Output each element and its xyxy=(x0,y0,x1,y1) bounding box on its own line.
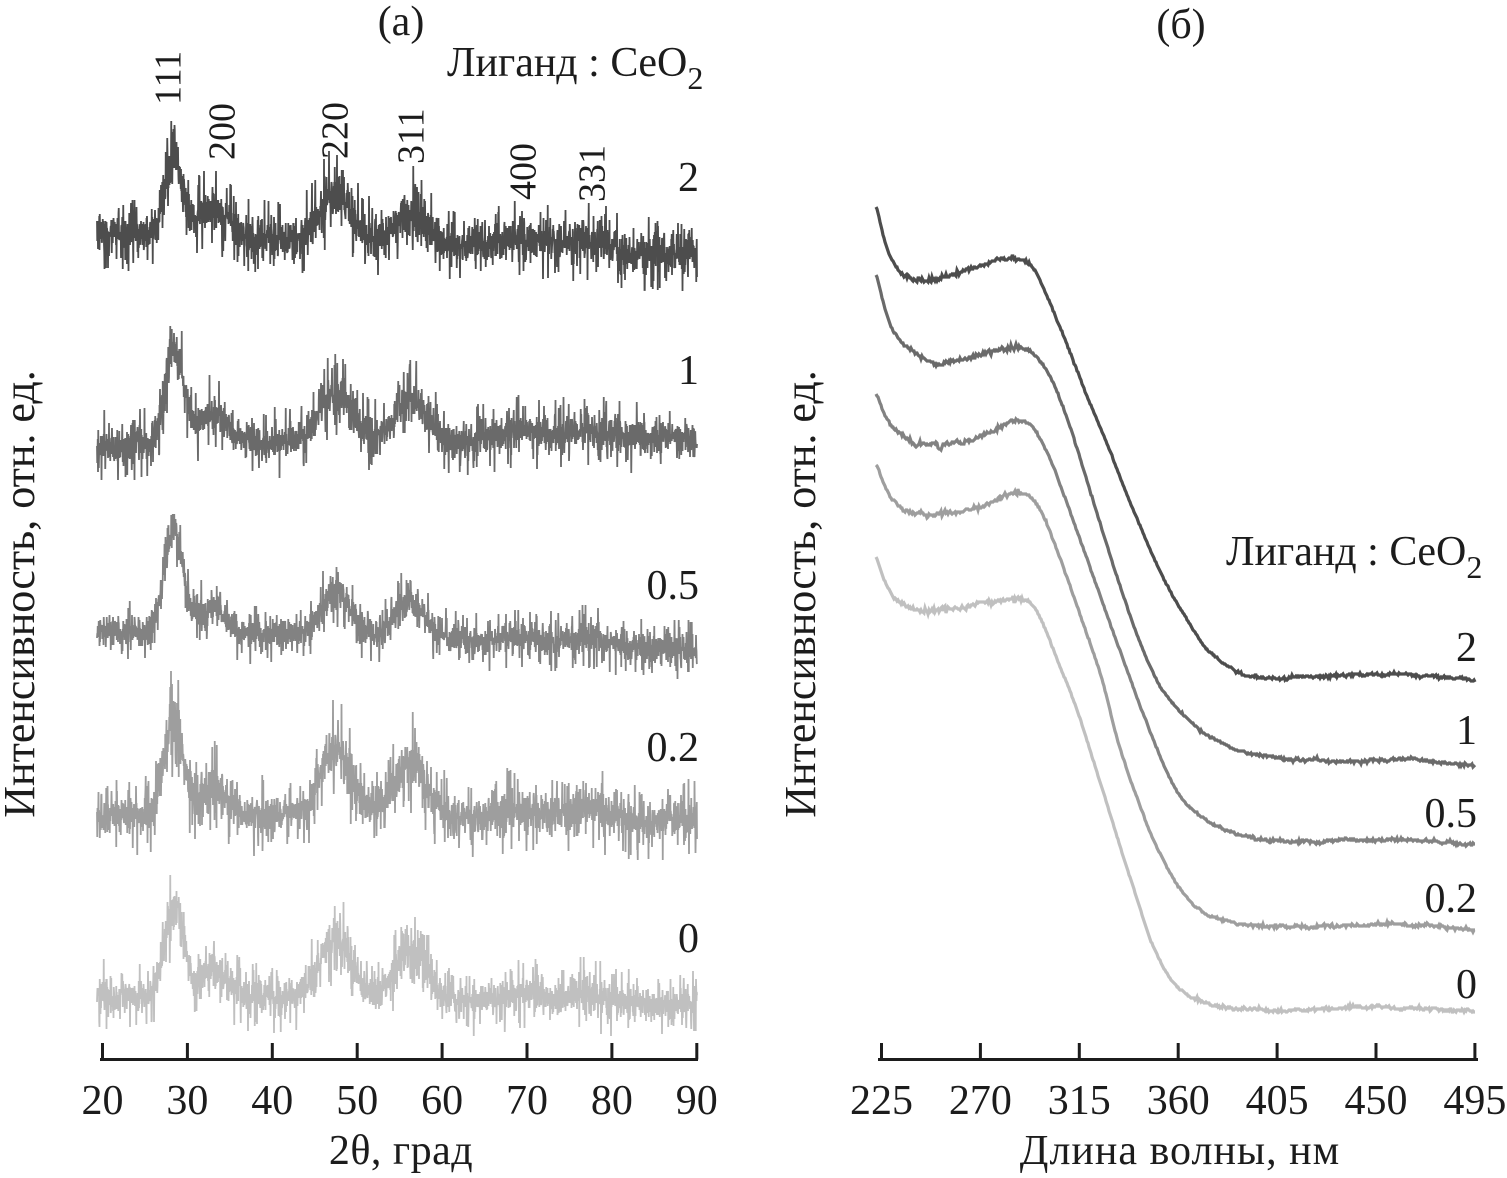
svg-text:50: 50 xyxy=(336,1078,378,1124)
svg-text:60: 60 xyxy=(421,1078,463,1124)
svg-text:225: 225 xyxy=(850,1078,913,1124)
svg-text:315: 315 xyxy=(1048,1078,1111,1124)
svg-text:405: 405 xyxy=(1246,1078,1309,1124)
svg-text:0.5: 0.5 xyxy=(1425,791,1478,837)
svg-text:2: 2 xyxy=(1456,625,1477,671)
svg-text:0.5: 0.5 xyxy=(647,563,700,609)
svg-text:111: 111 xyxy=(148,51,190,105)
svg-text:20: 20 xyxy=(82,1078,124,1124)
svg-text:2θ, град: 2θ, град xyxy=(329,1128,473,1174)
svg-text:1: 1 xyxy=(1456,708,1477,754)
svg-text:0.2: 0.2 xyxy=(647,725,700,771)
svg-text:0: 0 xyxy=(678,916,699,962)
svg-text:331: 331 xyxy=(572,145,614,202)
svg-text:495: 495 xyxy=(1443,1078,1506,1124)
svg-text:80: 80 xyxy=(591,1078,633,1124)
svg-text:2: 2 xyxy=(678,155,699,201)
svg-text:Интенсивность, отн. ед.: Интенсивность, отн. ед. xyxy=(0,370,44,817)
svg-text:311: 311 xyxy=(391,108,433,164)
svg-text:0: 0 xyxy=(1456,962,1477,1008)
svg-text:200: 200 xyxy=(202,103,244,160)
svg-text:70: 70 xyxy=(506,1078,548,1124)
svg-text:30: 30 xyxy=(166,1078,208,1124)
svg-text:(a): (a) xyxy=(378,0,425,45)
svg-text:40: 40 xyxy=(251,1078,293,1124)
svg-text:90: 90 xyxy=(676,1078,718,1124)
svg-text:220: 220 xyxy=(315,102,357,159)
svg-text:360: 360 xyxy=(1147,1078,1210,1124)
svg-text:400: 400 xyxy=(503,143,545,200)
svg-text:0.2: 0.2 xyxy=(1425,876,1478,922)
svg-text:1: 1 xyxy=(678,348,699,394)
svg-text:450: 450 xyxy=(1345,1078,1408,1124)
svg-text:(б): (б) xyxy=(1156,2,1205,48)
svg-text:Интенсивность, отн. ед.: Интенсивность, отн. ед. xyxy=(776,370,825,817)
svg-text:270: 270 xyxy=(949,1078,1012,1124)
svg-text:Длина волны, нм: Длина волны, нм xyxy=(1020,1128,1340,1174)
